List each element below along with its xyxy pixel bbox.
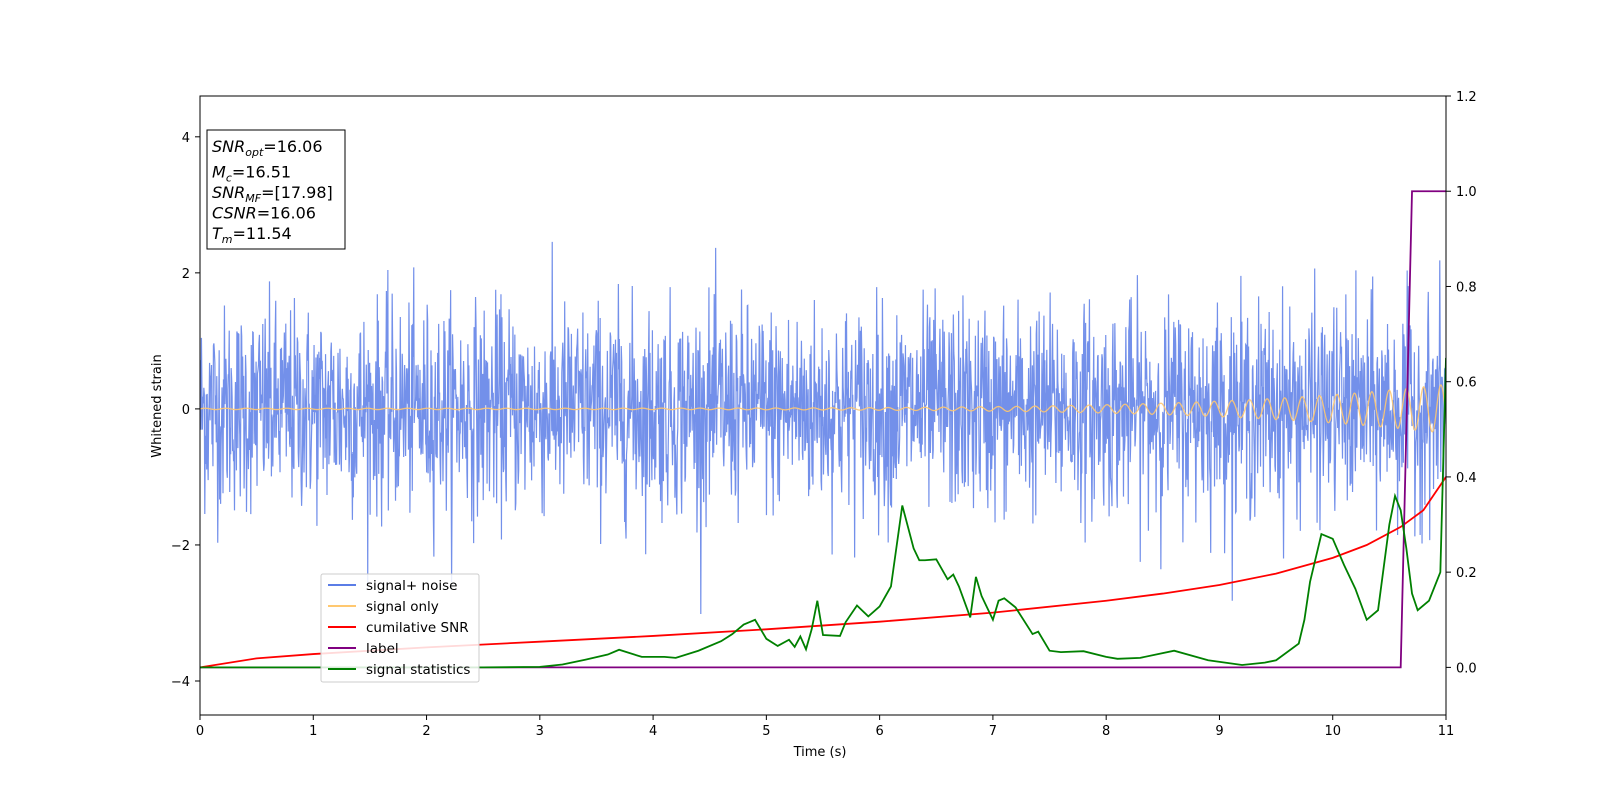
legend-label: label: [366, 641, 399, 657]
x-tick-label: 1: [309, 724, 317, 739]
x-tick-label: 4: [649, 724, 657, 739]
annotation-subscript: m: [222, 233, 233, 246]
y2-tick-label: 0.4: [1456, 471, 1477, 486]
x-tick-label: 8: [1102, 724, 1110, 739]
annotation-subscript: MF: [245, 192, 261, 205]
annotation-value: =[17.98]: [261, 183, 333, 202]
legend-label: signal+ noise: [366, 578, 457, 594]
y-tick-label: 2: [182, 267, 190, 282]
annotation-subscript: c: [226, 172, 232, 185]
annotation-value: =16.06: [257, 204, 316, 223]
y-axis-label: Whitened strain: [150, 354, 165, 457]
annotation-value: =11.54: [233, 224, 292, 243]
x-tick-label: 9: [1215, 724, 1223, 739]
x-tick-label: 3: [536, 724, 544, 739]
annotation-value: =16.51: [232, 163, 291, 182]
annotation-line: Mc=16.51: [212, 163, 291, 185]
legend-frame: [320, 573, 480, 683]
y-axis: 4 2 0 −2 −4: [171, 131, 200, 690]
legend-label: signal statistics: [366, 662, 470, 678]
annotation-value: =16.06: [263, 137, 322, 156]
y2-tick-label: 0.8: [1456, 280, 1477, 295]
series-label: [200, 190, 1446, 669]
legend-label: cumilative SNR: [366, 620, 469, 636]
axes-frame: [199, 95, 1447, 716]
x-tick-label: 5: [762, 724, 770, 739]
y2-tick-label: 0.2: [1456, 566, 1477, 581]
series-signal-noise: [200, 241, 1446, 615]
y2-tick-label: 1.0: [1456, 185, 1477, 200]
y2-axis: 1.2 1.0 0.8 0.6 0.4 0.2 0.0: [1446, 90, 1477, 676]
legend-label: signal only: [366, 599, 439, 615]
y2-tick-label: 1.2: [1456, 90, 1477, 105]
annotation-symbol: M: [212, 163, 226, 182]
x-tick-label: 7: [989, 724, 997, 739]
annotation-symbol: SNR: [212, 137, 245, 156]
y-tick-label: −2: [171, 539, 190, 554]
x-axis-label: Time (s): [793, 745, 847, 760]
y-tick-label: −4: [171, 675, 190, 690]
x-axis: 0 1 2 3 4 5 6 7 8 9 10 11: [196, 715, 1454, 739]
annotation-line: CSNR=16.06: [212, 204, 316, 223]
series-signal-only: [200, 384, 1446, 433]
y2-tick-label: 0.0: [1456, 661, 1477, 676]
annotation-box: SNRopt=16.06Mc=16.51SNRMF=[17.98]CSNR=16…: [206, 129, 346, 250]
series-signal-statistics: [200, 357, 1446, 669]
annotation-frame: [206, 129, 346, 250]
x-tick-label: 2: [422, 724, 430, 739]
x-tick-label: 0: [196, 724, 204, 739]
annotation-symbol: T: [212, 224, 223, 243]
annotation-symbol: SNR: [212, 183, 245, 202]
x-tick-label: 6: [875, 724, 883, 739]
annotation-subscript: opt: [245, 146, 264, 159]
annotation-line: SNRMF=[17.98]: [212, 183, 333, 205]
y-tick-label: 0: [182, 403, 190, 418]
y-tick-label: 4: [182, 131, 190, 146]
legend: signal+ noise signal only cumilative SNR la…: [320, 573, 480, 683]
x-tick-label: 10: [1324, 724, 1341, 739]
annotation-line: SNRopt=16.06: [212, 137, 323, 159]
y2-tick-label: 0.6: [1456, 376, 1477, 391]
annotation-line: Tm=11.54: [212, 224, 292, 246]
annotation-symbol: CSNR: [212, 204, 257, 223]
x-tick-label: 11: [1438, 724, 1455, 739]
